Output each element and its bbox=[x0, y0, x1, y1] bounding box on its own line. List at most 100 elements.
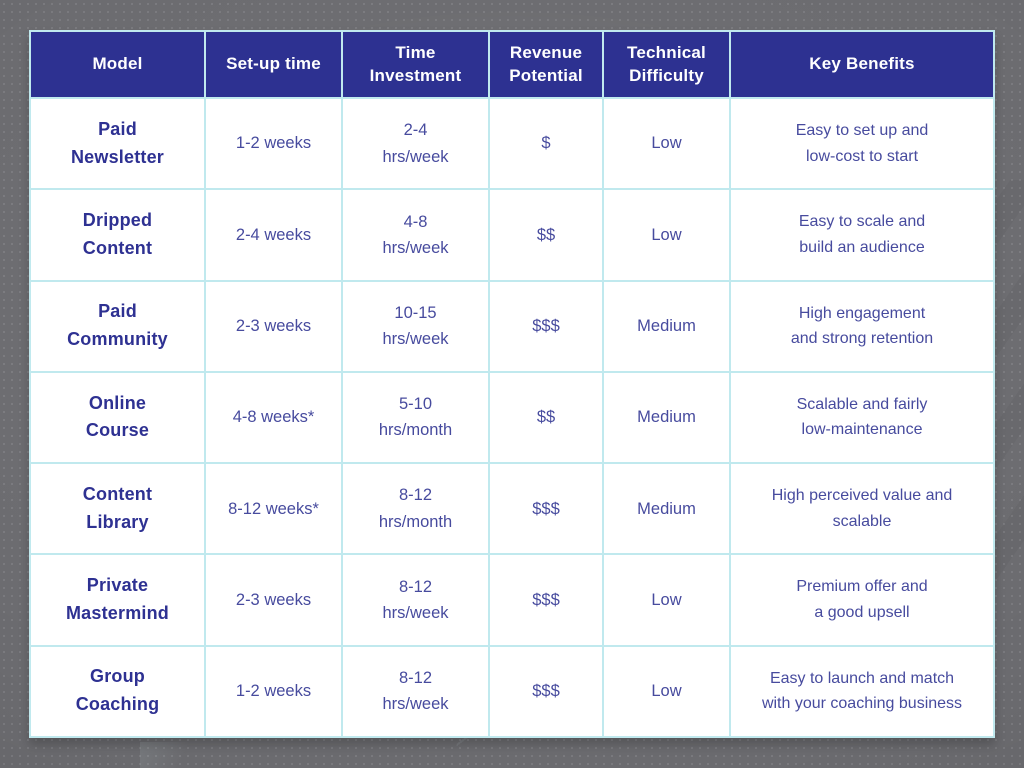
setup-time-value: 2-4 weeks bbox=[235, 225, 312, 244]
technical-difficulty-value: Medium bbox=[637, 317, 696, 335]
revenue-potential-value: $$$ bbox=[532, 317, 560, 335]
revenue-potential-value: $$$ bbox=[532, 590, 560, 609]
setup-time-cell: 1-2 weeks bbox=[206, 99, 341, 189]
setup-time-cell: 2-4 weeks bbox=[206, 190, 341, 280]
key-benefit-line: High engagement bbox=[798, 304, 926, 322]
technical-difficulty-cell: Medium bbox=[604, 281, 729, 371]
time-investment-line: 8-12 bbox=[398, 668, 433, 687]
model-name-line: Group bbox=[90, 666, 145, 687]
header-label: Investment bbox=[369, 65, 462, 85]
key-benefit-line: Premium offer and bbox=[796, 578, 928, 596]
technical-difficulty-value: Low bbox=[651, 682, 682, 701]
setup-time-value: 8-12 weeks* bbox=[228, 499, 319, 518]
setup-time-cell: 8-12 weeks* bbox=[206, 464, 341, 554]
setup-time-cell: 2-3 weeks bbox=[206, 555, 341, 645]
time-investment-line: 8-12 bbox=[398, 577, 433, 596]
model-name-line: Mastermind bbox=[65, 603, 170, 624]
revenue-potential-value: $$$ bbox=[532, 682, 560, 701]
key-benefits-cell: High engagement and strong retention bbox=[731, 281, 993, 371]
revenue-potential-value: $$$ bbox=[532, 499, 560, 518]
key-benefits-cell: Premium offer and a good upsell bbox=[731, 555, 993, 645]
model-name-line: Dripped bbox=[82, 210, 153, 231]
key-benefits-cell: High perceived value and scalable bbox=[731, 464, 993, 554]
time-investment-line: 4-8 bbox=[403, 212, 428, 231]
model-cell: Paid Newsletter bbox=[31, 99, 204, 189]
key-benefits-cell: Scalable and fairly low-maintenance bbox=[731, 372, 993, 463]
model-name-line: Paid bbox=[98, 301, 137, 322]
model-name-line: Coaching bbox=[75, 694, 160, 715]
model-name-line: Private bbox=[86, 575, 149, 596]
header-label: Time bbox=[395, 42, 436, 62]
setup-time-cell: 1-2 weeks bbox=[206, 646, 341, 736]
header-label: Set-up time bbox=[226, 54, 321, 74]
comparison-table: Model Set-up time Time Investment Revenu… bbox=[29, 30, 995, 738]
column-header-revenue-potential: Revenue Potential bbox=[490, 32, 602, 97]
header-label: Potential bbox=[509, 65, 583, 85]
revenue-potential-cell: $$$ bbox=[490, 281, 602, 371]
revenue-potential-value: $$ bbox=[536, 225, 556, 244]
revenue-potential-cell: $$$ bbox=[490, 464, 602, 554]
key-benefit-line: with your coaching business bbox=[761, 695, 963, 713]
model-name-line: Paid bbox=[98, 118, 137, 139]
model-name-line: Community bbox=[67, 329, 168, 350]
model-name-line: Newsletter bbox=[70, 146, 165, 167]
technical-difficulty-value: Low bbox=[651, 225, 682, 244]
key-benefit-line: scalable bbox=[832, 512, 892, 530]
model-name-line: Library bbox=[86, 511, 149, 532]
model-cell: Group Coaching bbox=[31, 646, 204, 736]
model-name-line: Online bbox=[88, 392, 147, 413]
technical-difficulty-cell: Low bbox=[604, 190, 729, 280]
key-benefit-line: Easy to launch and match bbox=[769, 669, 955, 687]
key-benefit-line: low-cost to start bbox=[805, 147, 919, 165]
key-benefits-cell: Easy to launch and match with your coach… bbox=[731, 646, 993, 736]
technical-difficulty-value: Medium bbox=[637, 408, 696, 427]
technical-difficulty-value: Low bbox=[651, 590, 682, 609]
time-investment-line: hrs/week bbox=[382, 330, 449, 349]
column-header-model: Model bbox=[31, 32, 204, 97]
time-investment-line: hrs/week bbox=[382, 147, 449, 166]
key-benefit-line: and strong retention bbox=[790, 330, 934, 348]
technical-difficulty-cell: Medium bbox=[604, 372, 729, 463]
time-investment-line: 2-4 bbox=[403, 121, 428, 140]
model-cell: Private Mastermind bbox=[31, 555, 204, 645]
setup-time-value: 2-3 weeks bbox=[235, 317, 312, 335]
time-investment-cell: 8-12 hrs/month bbox=[343, 464, 488, 554]
technical-difficulty-value: Medium bbox=[637, 499, 696, 518]
technical-difficulty-value: Low bbox=[651, 134, 682, 153]
time-investment-line: 5-10 bbox=[398, 395, 433, 414]
header-label: Difficulty bbox=[629, 65, 704, 85]
time-investment-cell: 8-12 hrs/week bbox=[343, 646, 488, 736]
setup-time-cell: 4-8 weeks* bbox=[206, 372, 341, 463]
model-name-line: Course bbox=[85, 420, 150, 441]
revenue-potential-cell: $$ bbox=[490, 372, 602, 463]
revenue-potential-cell: $$$ bbox=[490, 646, 602, 736]
revenue-potential-cell: $$$ bbox=[490, 555, 602, 645]
technical-difficulty-cell: Medium bbox=[604, 464, 729, 554]
model-cell: Paid Community bbox=[31, 281, 204, 371]
time-investment-line: hrs/month bbox=[378, 421, 453, 440]
key-benefit-line: Scalable and fairly bbox=[796, 395, 928, 413]
key-benefit-line: Easy to scale and bbox=[798, 213, 926, 231]
revenue-potential-cell: $ bbox=[490, 99, 602, 189]
model-cell: Content Library bbox=[31, 464, 204, 554]
revenue-potential-cell: $$ bbox=[490, 190, 602, 280]
time-investment-line: hrs/week bbox=[382, 604, 449, 623]
model-cell: Online Course bbox=[31, 372, 204, 463]
key-benefits-cell: Easy to set up and low-cost to start bbox=[731, 99, 993, 189]
model-name-line: Content bbox=[82, 237, 153, 258]
header-label: Model bbox=[92, 54, 143, 74]
technical-difficulty-cell: Low bbox=[604, 99, 729, 189]
setup-time-value: 1-2 weeks bbox=[235, 682, 312, 701]
header-label: Revenue bbox=[509, 42, 583, 62]
time-investment-line: hrs/week bbox=[382, 695, 449, 714]
column-header-key-benefits: Key Benefits bbox=[731, 32, 993, 97]
header-label: Key Benefits bbox=[809, 54, 915, 74]
column-header-time-investment: Time Investment bbox=[343, 32, 488, 97]
key-benefit-line: build an audience bbox=[799, 238, 925, 256]
revenue-potential-value: $ bbox=[541, 134, 551, 153]
key-benefits-cell: Easy to scale and build an audience bbox=[731, 190, 993, 280]
setup-time-cell: 2-3 weeks bbox=[206, 281, 341, 371]
time-investment-line: hrs/month bbox=[378, 512, 453, 531]
setup-time-value: 1-2 weeks bbox=[235, 134, 312, 153]
